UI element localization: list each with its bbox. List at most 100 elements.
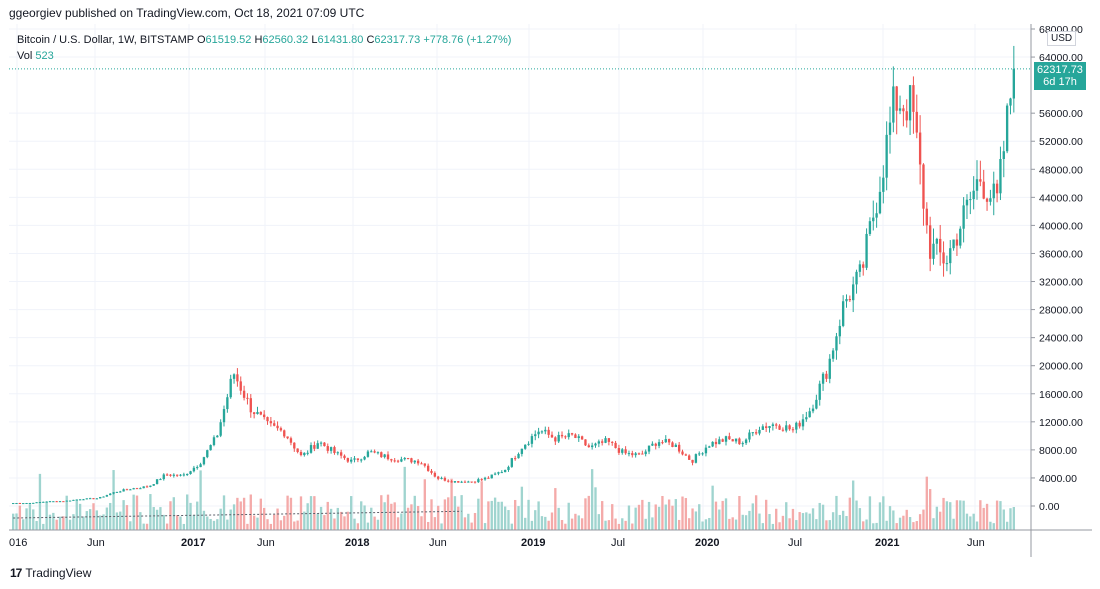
candle-up: [99, 496, 102, 499]
candle-body: [145, 486, 149, 488]
candle-up: [748, 429, 751, 443]
candle-up: [878, 176, 882, 215]
candle-body: [410, 458, 413, 463]
candle-body: [855, 271, 858, 285]
candle-body: [738, 438, 741, 445]
chart-frame[interactable]: 68000.00 64000.00 56000.00 52000.00 48000.00…: [9, 24, 1092, 557]
candle-body: [12, 503, 15, 505]
candle-body: [815, 399, 818, 409]
x-tick-label: Jul: [611, 537, 625, 549]
candle-down: [487, 476, 490, 479]
candle-up: [969, 191, 972, 215]
candle-up: [795, 421, 798, 434]
candle-down: [286, 436, 289, 440]
volume-bar: [370, 507, 373, 530]
volume-bar: [514, 499, 517, 530]
volume-bar: [888, 506, 892, 530]
candle-body: [420, 463, 423, 465]
candle-down: [624, 446, 627, 455]
volume-bar: [835, 495, 838, 530]
candle-body: [989, 198, 992, 202]
volume-bar: [534, 510, 537, 530]
candle-body: [353, 458, 356, 460]
candle-down: [788, 424, 791, 431]
candle-down: [765, 422, 768, 433]
volume-bar: [935, 506, 939, 530]
candle-body: [440, 477, 443, 479]
candle-down: [714, 438, 718, 448]
candle-down: [738, 437, 741, 445]
candle-body: [319, 442, 323, 444]
volume-bar: [601, 501, 604, 530]
candle-body: [684, 454, 688, 456]
candle-body: [721, 439, 724, 442]
candle-body: [35, 502, 38, 504]
volume-bar: [339, 511, 343, 530]
currency-label[interactable]: USD: [1047, 31, 1077, 46]
candle-up: [196, 465, 199, 470]
candle-up: [604, 436, 607, 444]
volume-bar: [858, 508, 862, 530]
volume-bar: [831, 512, 835, 530]
volume-bar: [1005, 521, 1009, 530]
candle-body: [935, 238, 939, 244]
volume-bar: [614, 518, 617, 530]
candle-body: [236, 374, 239, 382]
volume-bar: [641, 499, 644, 530]
candle-up: [222, 405, 226, 427]
volume-bar: [423, 479, 426, 530]
candle-up: [845, 294, 848, 308]
candle-body: [45, 501, 48, 503]
candle-down: [721, 438, 724, 443]
volume-bar: [905, 509, 908, 530]
candle-body: [915, 111, 918, 133]
candle-up: [771, 422, 775, 431]
candle-down: [259, 411, 262, 416]
candle-up: [577, 434, 580, 442]
candle-down: [731, 438, 734, 442]
volume-bar: [400, 513, 403, 530]
candle-body: [400, 459, 403, 462]
candle-down: [470, 481, 473, 483]
candle-body: [32, 502, 35, 504]
tradingview-brand[interactable]: 17 TradingView: [10, 566, 91, 580]
price-chart[interactable]: 68000.0064000.0056000.0052000.0048000.00…: [9, 24, 1092, 557]
candle-up: [952, 239, 955, 251]
candle-down: [728, 432, 731, 440]
candle-body: [99, 496, 102, 499]
candle-up: [95, 498, 99, 500]
candle-up: [647, 445, 651, 455]
volume-bar: [781, 515, 785, 530]
candle-body: [885, 134, 888, 178]
candle-up: [500, 470, 503, 474]
candle-body: [872, 217, 875, 222]
candle-body: [326, 446, 329, 451]
volume-bar: [35, 521, 38, 530]
candle-up: [35, 502, 38, 504]
volume-bar: [373, 516, 376, 530]
candle-up: [189, 470, 192, 475]
candle-down: [688, 454, 691, 460]
volume-bar: [962, 500, 965, 530]
volume-bar: [440, 523, 443, 530]
volume-bar: [982, 507, 985, 530]
candle-body: [945, 263, 949, 265]
volume-bar: [567, 502, 570, 530]
candle-up: [179, 474, 182, 477]
candle-body: [289, 438, 293, 443]
candle-up: [109, 493, 112, 496]
candle-body: [426, 465, 430, 471]
candle-body: [908, 85, 912, 121]
brand-label: TradingView: [25, 566, 92, 580]
candle-body: [229, 378, 232, 398]
candle-body: [52, 501, 55, 503]
volume-bar: [18, 505, 22, 530]
volume-bar: [758, 513, 761, 530]
candle-up: [698, 451, 701, 457]
volume-bar: [293, 521, 296, 530]
candle-down: [684, 453, 688, 456]
candle-down: [289, 436, 293, 446]
volume-bar: [406, 507, 410, 530]
candle-down: [279, 426, 283, 432]
candle-body: [28, 502, 32, 504]
